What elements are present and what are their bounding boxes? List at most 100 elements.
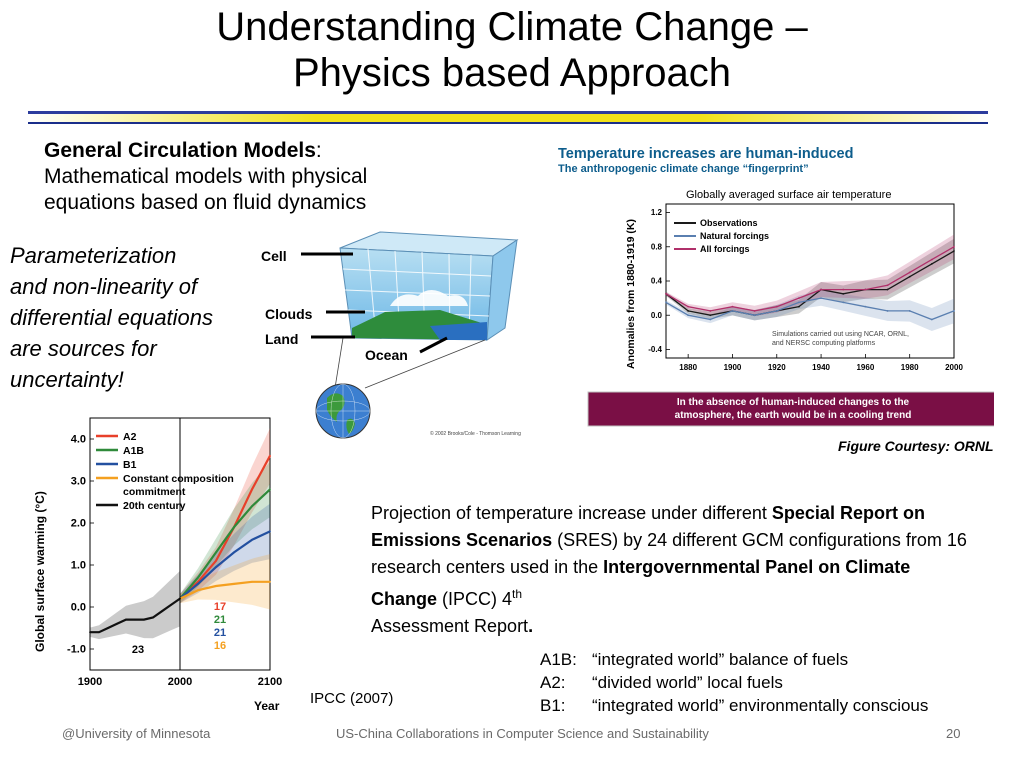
ipcc-y-ticks: -1.0 0.0 1.0 2.0 3.0 4.0 <box>67 434 94 656</box>
x-tick-label: 1940 <box>812 363 830 372</box>
y-tick-label: 4.0 <box>71 434 86 446</box>
ornl-fingerprint-figure: Temperature increases are human-induced … <box>558 146 994 427</box>
ipcc-plot-area <box>89 418 271 670</box>
data-point <box>125 618 127 621</box>
ipcc-y-axis-label: Global surface warming (°C) <box>33 491 47 652</box>
x-tick-label: 1980 <box>901 363 919 372</box>
data-point <box>842 292 845 295</box>
scenario-list: A1B: “integrated world” balance of fuels … <box>540 648 928 717</box>
ornl-note-line-1: Simulations carried out using NCAR, ORNL… <box>772 331 909 338</box>
data-point <box>233 551 235 554</box>
projection-description: Projection of temperature increase under… <box>371 503 967 636</box>
data-point <box>143 618 145 621</box>
model-count-label: 16 <box>214 640 226 652</box>
legend-entry: A2 <box>123 431 137 443</box>
data-point <box>269 454 271 457</box>
model-count-label: 17 <box>214 601 226 613</box>
data-point <box>170 604 172 606</box>
data-point <box>864 288 867 291</box>
y-tick-label: 2.0 <box>71 518 86 530</box>
data-point <box>775 305 778 308</box>
ipcc-projection-chart: Global surface warming (°C) -1.0 0.0 1.0 2.… <box>33 417 282 713</box>
data-point <box>798 301 800 304</box>
ornl-note-line-2: and NERSC computing platforms <box>772 340 876 347</box>
data-point <box>161 610 163 613</box>
data-point <box>731 305 734 308</box>
legend-entry: Constant composition <box>123 473 234 485</box>
data-point <box>687 310 690 312</box>
ipcc-x-ticks: 1900 2000 2100 <box>78 666 282 688</box>
uncertainty-band <box>180 428 270 604</box>
slide-title: Understanding Climate Change – Physics b… <box>0 4 1024 96</box>
footer-left: @University of Minnesota <box>62 726 211 741</box>
data-point <box>731 310 734 312</box>
data-point <box>886 288 889 291</box>
y-tick-label: -0.4 <box>648 345 662 354</box>
x-tick-label: 1880 <box>679 363 697 372</box>
ornl-legend: Observations Natural forcings All forcings <box>674 218 769 254</box>
data-point <box>233 583 235 585</box>
data-point <box>251 538 253 541</box>
series-line-natural-forcings <box>665 297 955 321</box>
data-point <box>886 284 889 287</box>
data-point <box>98 631 100 634</box>
data-point <box>842 301 845 304</box>
data-point <box>842 288 845 291</box>
data-point <box>134 618 136 621</box>
data-point <box>753 314 756 317</box>
data-point <box>820 288 822 291</box>
y-tick-label: 1.0 <box>71 560 86 572</box>
model-count-label: 21 <box>214 614 226 626</box>
data-point <box>269 530 271 533</box>
ornl-bottom-banner <box>587 391 994 427</box>
x-tick-label: 2000 <box>945 363 963 372</box>
data-point <box>215 585 217 587</box>
gcm-description: General Circulation Models: Mathematical… <box>44 138 464 216</box>
data-point <box>116 622 118 625</box>
data-point <box>89 631 91 634</box>
x-tick-label: 1960 <box>856 363 874 372</box>
y-tick-label: 3.0 <box>71 476 86 488</box>
label-land: Land <box>265 331 298 347</box>
ornl-bottom-line-1: In the absence of human-induced changes … <box>677 397 910 408</box>
ornl-x-ticks: 1880 1900 1920 1940 1960 1980 2000 <box>679 354 963 372</box>
data-point <box>687 314 690 317</box>
x-tick-label: 1900 <box>78 676 102 688</box>
data-point <box>233 526 235 529</box>
data-point <box>215 551 217 554</box>
legend-entry: A1B <box>123 445 144 457</box>
footer-center: US-China Collaborations in Computer Scie… <box>336 726 709 741</box>
data-point <box>753 310 756 312</box>
data-point <box>197 576 199 579</box>
legend-entry: Natural forcings <box>700 231 769 241</box>
legend-entry: B1 <box>123 459 137 471</box>
data-point <box>269 488 271 491</box>
y-tick-label: 0.0 <box>71 602 86 614</box>
y-tick-label: -1.0 <box>67 644 86 656</box>
data-point <box>908 310 911 312</box>
data-point <box>820 297 822 300</box>
data-point <box>215 566 217 568</box>
gcm-grid-diagram: Cell Clouds Land Ocean © 2002 Brooks/Col… <box>261 231 521 439</box>
series-line-a2 <box>179 455 271 600</box>
x-tick-label: 2000 <box>168 676 192 688</box>
data-point <box>709 318 712 321</box>
label-ocean: Ocean <box>365 347 408 363</box>
data-point <box>953 310 955 312</box>
data-point <box>864 305 867 308</box>
ornl-y-ticks: -0.4 0.0 0.4 0.8 1.2 <box>648 208 670 354</box>
label-cell: Cell <box>261 248 287 264</box>
diagram-copyright: © 2002 Brooks/Cole - Thomson Learning <box>430 430 521 437</box>
gcm-heading: General Circulation Models <box>44 139 316 162</box>
title-line-1: Understanding Climate Change – <box>216 5 808 49</box>
gcm-body-line-1: Mathematical models with physical <box>44 165 368 188</box>
ornl-y-axis-label: Anomalies from 1880-1919 (K) <box>625 219 637 369</box>
uncertainty-band <box>90 570 180 640</box>
y-tick-label: 0.4 <box>651 277 663 286</box>
series-line-b1 <box>179 530 271 600</box>
series-line-observations <box>665 250 955 316</box>
figure-courtesy: Figure Courtesy: ORNL <box>838 438 994 454</box>
data-point <box>953 245 955 248</box>
data-point <box>251 505 253 508</box>
